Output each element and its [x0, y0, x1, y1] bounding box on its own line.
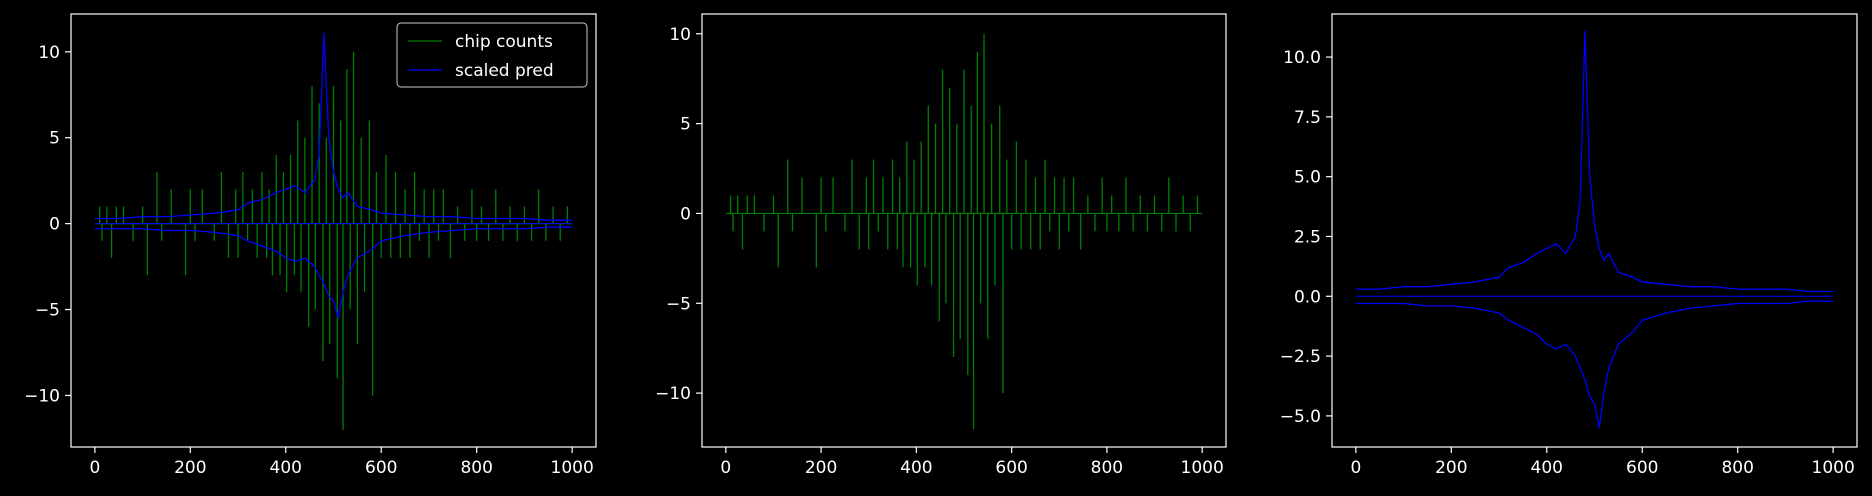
plot-area: [94, 32, 573, 430]
y-tick-label: −5: [35, 301, 60, 321]
lower-envelope-line: [94, 226, 573, 319]
y-tick-label: 10.0: [1283, 48, 1321, 68]
y-tick-label: 7.5: [1294, 108, 1321, 128]
y-tick-label: 10: [669, 25, 691, 45]
axes-frame: [701, 13, 1227, 448]
y-tick-label: 5: [49, 129, 60, 149]
x-tick-label: 600: [365, 458, 397, 478]
x-tick-label: 800: [460, 458, 492, 478]
x-tick-label: 800: [1721, 458, 1753, 478]
y-tick-label: −5: [666, 294, 691, 314]
plot-area: [1355, 30, 1834, 428]
upper-envelope-line: [94, 32, 573, 221]
series-chip-counts: [94, 51, 573, 430]
y-tick-label: 10: [38, 43, 60, 63]
x-tick-label: 200: [174, 458, 206, 478]
x-tick-label: 1000: [551, 458, 594, 478]
x-tick-label: 1000: [1181, 458, 1224, 478]
y-tick-label: 5: [680, 115, 691, 135]
y-tick-label: −10: [655, 384, 691, 404]
x-tick-label: 200: [805, 458, 837, 478]
y-tick-label: 0.0: [1294, 287, 1321, 307]
plot-area: [725, 33, 1203, 430]
x-tick-label: 400: [1531, 458, 1563, 478]
y-tick-label: 0: [680, 204, 691, 224]
x-tick-label: 0: [720, 458, 731, 478]
series-series-1: [1355, 30, 1834, 428]
x-tick-label: 400: [900, 458, 932, 478]
y-tick-label: −10: [24, 386, 60, 406]
legend-box: [396, 22, 588, 88]
axes-frame: [70, 13, 597, 448]
lower-envelope-line: [1355, 300, 1834, 428]
series-series-1: [725, 33, 1203, 430]
x-tick-label: 1000: [1812, 458, 1855, 478]
legend-label: scaled pred: [455, 61, 554, 81]
x-tick-label: 600: [1626, 458, 1658, 478]
series-scaled-pred: [94, 32, 573, 319]
legend-label: chip counts: [455, 32, 553, 52]
x-tick-label: 0: [89, 458, 100, 478]
x-tick-label: 0: [1350, 458, 1361, 478]
chart-panel-3: 0 200 400 600 800 1000 −5.0 −2.5 0.0 2.5 5.0 7.5 10.…: [1280, 13, 1858, 478]
legend: chip counts scaled pred: [396, 22, 588, 88]
y-tick-label: −5.0: [1280, 407, 1321, 427]
chart-panel-1: 0 200 400 600 800 1000 −10 −5 0 5 10 chip counts sca…: [24, 13, 597, 478]
axes-frame: [1331, 13, 1858, 448]
x-tick-label: 800: [1091, 458, 1123, 478]
x-tick-label: 200: [1435, 458, 1467, 478]
x-tick-label: 600: [995, 458, 1027, 478]
chart-panel-2: 0 200 400 600 800 1000 −10 −5 0 5 10: [655, 13, 1227, 478]
x-tick-label: 400: [270, 458, 302, 478]
y-tick-label: 0: [49, 215, 60, 235]
y-tick-label: −2.5: [1280, 347, 1321, 367]
y-tick-label: 5.0: [1294, 168, 1321, 188]
upper-envelope-line: [1355, 30, 1834, 293]
y-tick-label: 2.5: [1294, 227, 1321, 247]
